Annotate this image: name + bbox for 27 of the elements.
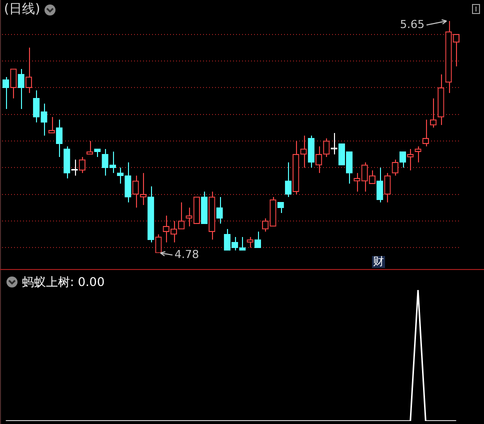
candlestick	[64, 146, 70, 179]
candlestick	[330, 132, 338, 155]
candlestick	[392, 159, 398, 176]
candlestick	[155, 234, 162, 254]
candlestick	[216, 196, 223, 224]
candlestick	[18, 68, 24, 110]
candlestick	[10, 68, 17, 99]
candlestick	[25, 47, 32, 94]
candlestick	[384, 172, 391, 203]
candlestick	[399, 151, 406, 168]
candlestick	[422, 119, 429, 147]
candlestick	[56, 119, 63, 158]
candlestick	[284, 162, 292, 198]
chart-title: 蚂蚁上树: 0.00	[22, 274, 105, 290]
candlestick	[407, 148, 414, 171]
candlestick	[78, 156, 86, 174]
chart-title: (日线)	[4, 2, 40, 18]
annotation: 5.65	[400, 18, 425, 31]
candlestick	[48, 116, 55, 134]
candlestick	[414, 146, 422, 163]
candlestick	[2, 76, 10, 110]
candlestick	[178, 202, 185, 230]
candlestick	[430, 98, 437, 128]
annotation: 4.78	[174, 248, 199, 261]
text: 财	[372, 255, 385, 268]
candlestick	[376, 167, 384, 203]
candlestick	[308, 135, 314, 168]
